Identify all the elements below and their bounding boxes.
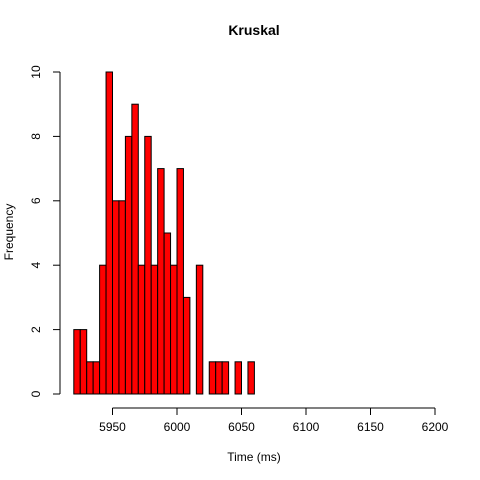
- y-axis-label: Frequency: [2, 204, 16, 261]
- x-axis: 5950 6000 6050 6100 6150 6200: [99, 407, 449, 434]
- histogram-bar: [144, 135, 152, 395]
- x-tick-label: 6150: [357, 420, 384, 434]
- x-tick-label: 6000: [164, 420, 191, 434]
- histogram-bar: [170, 264, 178, 395]
- histogram-bar: [163, 232, 172, 395]
- histogram-bar: [137, 264, 146, 395]
- histogram-bar: [99, 264, 107, 395]
- histogram-bar: [150, 264, 159, 395]
- histogram-bar: [124, 135, 133, 395]
- y-tick-label: 6: [29, 197, 43, 204]
- histogram-bar: [105, 71, 114, 395]
- histogram-bar: [86, 361, 94, 395]
- x-axis-label: Time (ms): [227, 450, 281, 464]
- bars-group: [73, 71, 255, 395]
- histogram-bar: [221, 361, 230, 395]
- histogram-bar: [234, 361, 243, 395]
- x-tick-label: 6100: [293, 420, 320, 434]
- histogram-bar: [176, 168, 184, 395]
- histogram-bar: [195, 264, 204, 395]
- y-tick-label: 4: [29, 262, 43, 269]
- x-tick-label: 6200: [422, 420, 449, 434]
- y-tick-label: 0: [29, 390, 43, 397]
- histogram-bar: [208, 361, 217, 395]
- histogram-bar: [157, 168, 165, 395]
- histogram-bar: [79, 329, 88, 395]
- histogram-bar: [131, 103, 139, 395]
- histogram-bar: [215, 361, 223, 395]
- x-tick-label: 6050: [228, 420, 255, 434]
- y-tick-label: 8: [29, 133, 43, 140]
- y-tick-label: 2: [29, 326, 43, 333]
- y-tick-label: 10: [29, 65, 43, 79]
- histogram-bar: [112, 200, 120, 395]
- x-tick-label: 5950: [99, 420, 126, 434]
- histogram-bar: [182, 296, 191, 395]
- y-axis: 0 2 4 6 8 10: [29, 65, 61, 397]
- histogram-bar: [73, 329, 81, 395]
- chart-title: Kruskal: [228, 22, 279, 38]
- histogram-bar: [92, 361, 101, 395]
- histogram-bar: [118, 200, 126, 395]
- histogram-bar: [247, 361, 255, 395]
